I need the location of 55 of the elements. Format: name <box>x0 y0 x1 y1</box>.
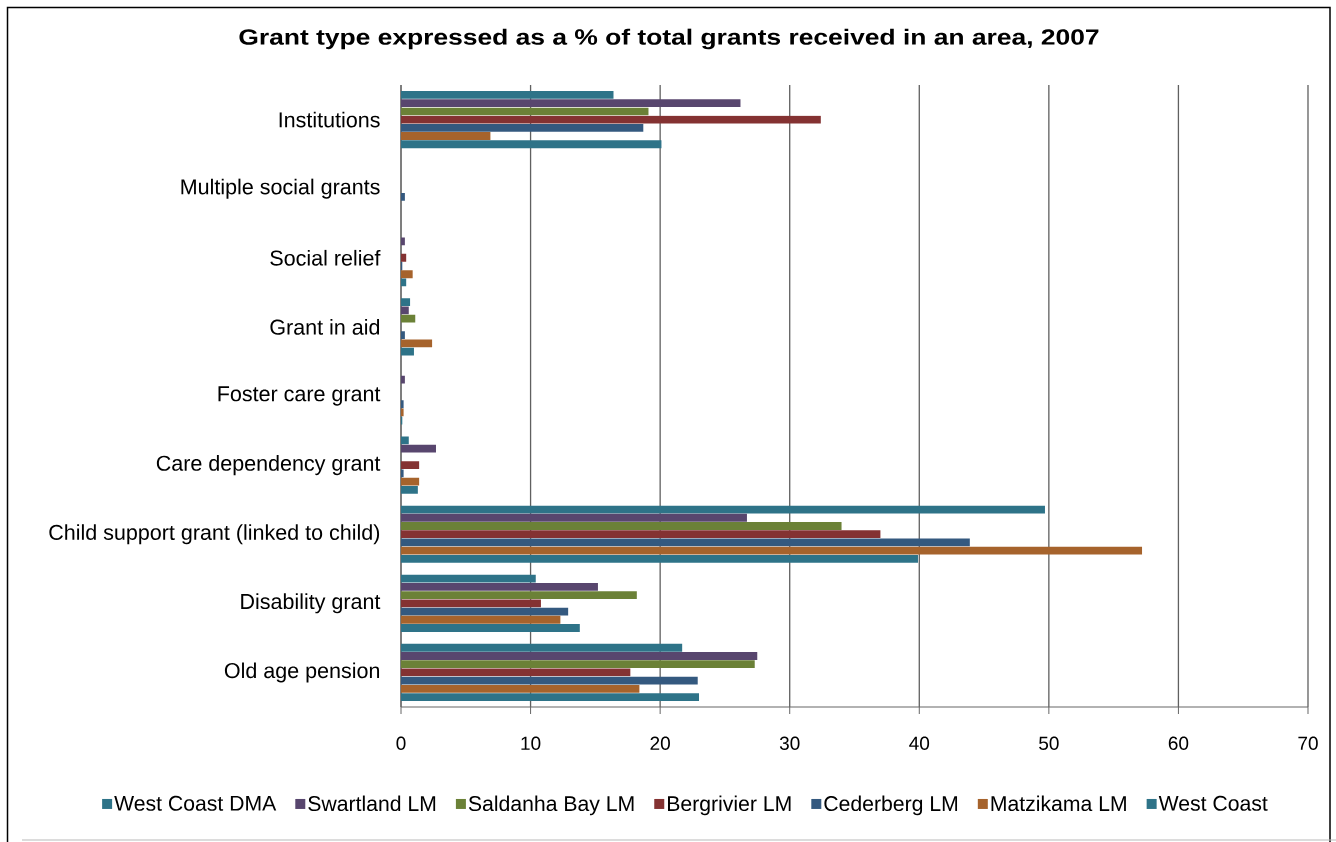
bar <box>401 660 755 669</box>
y-tick-label: Multiple social grants <box>181 178 380 199</box>
bar <box>401 546 1143 555</box>
legend-label: Matzikama LM <box>991 795 1126 812</box>
legend-label: West Coast DMA <box>114 795 277 811</box>
y-tick-label: Social relief <box>270 249 381 266</box>
x-tick-label: 0 <box>396 736 406 750</box>
bar <box>401 599 541 608</box>
bar <box>401 538 970 547</box>
bar <box>401 684 640 693</box>
bar <box>401 132 491 140</box>
bar <box>401 339 433 348</box>
bar <box>401 693 700 702</box>
x-tick-label: 10 <box>521 736 541 750</box>
bar <box>401 591 637 600</box>
bar <box>401 554 918 563</box>
bar <box>401 643 683 652</box>
bar <box>401 582 598 591</box>
y-tick-label: Disability grant <box>241 593 381 614</box>
y-tick-label: Institutions <box>279 111 380 128</box>
bar <box>401 298 411 307</box>
bar <box>401 90 614 99</box>
bar <box>401 314 416 323</box>
y-tick-label: Care dependency grant <box>156 455 381 476</box>
legend-label: West Coast <box>1158 795 1268 811</box>
x-tick-label: 70 <box>1298 736 1318 750</box>
bar <box>401 522 842 530</box>
y-tick-label: Child support grant (linked to child) <box>49 524 380 545</box>
y-tick-label: Grant in aid <box>270 319 380 335</box>
bar <box>401 652 758 660</box>
legend-label: Swartland LM <box>308 795 436 812</box>
bar <box>401 461 420 470</box>
bar <box>401 99 741 108</box>
bar <box>401 140 662 149</box>
legend-label: Saldanha Bay LM <box>468 795 634 816</box>
x-tick-label: 40 <box>909 736 930 750</box>
bar <box>401 444 436 453</box>
x-tick-label: 60 <box>1168 736 1189 750</box>
bar <box>401 123 644 132</box>
chart-title: Grant type expressed as a % of total grants received in an area, 2007 <box>239 28 1099 50</box>
bar <box>401 485 418 494</box>
x-tick-label: 20 <box>650 736 670 750</box>
bar <box>401 513 747 522</box>
bar <box>401 574 536 583</box>
bar <box>401 530 881 539</box>
x-tick-label: 50 <box>1039 736 1059 750</box>
bar <box>401 615 561 624</box>
y-tick-label: Foster care grant <box>218 386 381 406</box>
bar <box>401 624 580 632</box>
y-tick-label: Old age pension <box>224 662 380 683</box>
x-tick-label: 30 <box>779 736 800 750</box>
bar <box>401 270 413 279</box>
legend-label: Bergrivier LM <box>667 795 791 816</box>
bar <box>401 676 698 685</box>
legend-label: Cederberg LM <box>824 795 958 816</box>
